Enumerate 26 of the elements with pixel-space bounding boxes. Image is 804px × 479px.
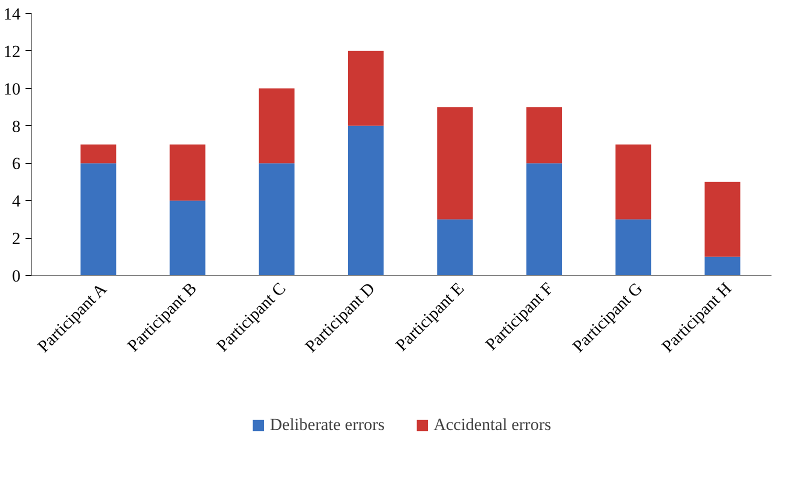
y-tick-label: 8 xyxy=(12,116,20,136)
y-tick-label: 0 xyxy=(12,266,20,286)
y-tick-label: 10 xyxy=(4,79,20,98)
bar xyxy=(348,50,384,126)
y-tick-label: 14 xyxy=(4,4,21,24)
bar xyxy=(170,144,206,201)
bar xyxy=(80,163,116,276)
bar xyxy=(615,219,652,276)
bar xyxy=(170,200,206,276)
legend-label: Accidental errors xyxy=(434,415,552,435)
y-tick-label: 12 xyxy=(4,42,20,61)
bar xyxy=(615,144,652,220)
bar xyxy=(704,182,740,257)
bar xyxy=(526,107,562,164)
bar xyxy=(80,144,116,164)
bar xyxy=(437,107,473,220)
bar xyxy=(258,88,295,164)
bar xyxy=(704,256,740,276)
legend-label: Deliberate errors xyxy=(270,415,385,435)
y-tick-label: 4 xyxy=(12,192,21,211)
bar xyxy=(437,219,473,276)
bar xyxy=(258,163,295,276)
y-tick-label: 2 xyxy=(12,229,20,248)
y-tick-label: 6 xyxy=(12,154,20,174)
bar xyxy=(348,126,384,276)
bar xyxy=(526,163,562,276)
